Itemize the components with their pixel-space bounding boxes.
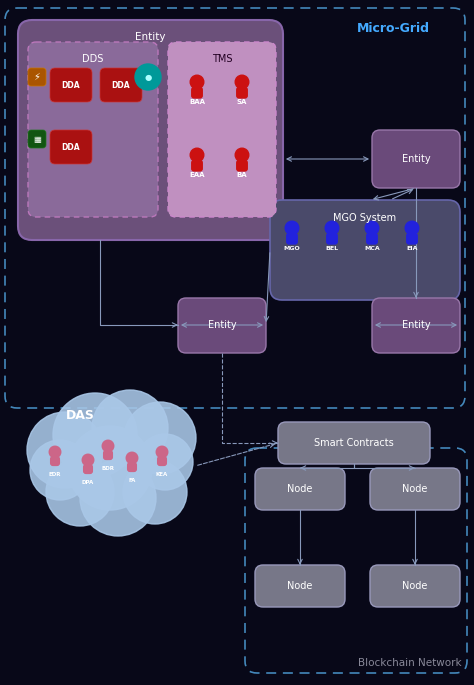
FancyBboxPatch shape — [50, 456, 60, 466]
Text: Node: Node — [402, 581, 428, 591]
Text: Entity: Entity — [401, 320, 430, 330]
Circle shape — [53, 393, 137, 477]
Text: Smart Contracts: Smart Contracts — [314, 438, 394, 448]
Text: MGO System: MGO System — [333, 213, 397, 223]
Circle shape — [30, 440, 90, 500]
Text: BEL: BEL — [326, 245, 338, 251]
Text: ●: ● — [145, 73, 152, 82]
Text: Micro-Grid: Micro-Grid — [357, 22, 430, 35]
Circle shape — [190, 148, 204, 162]
Text: DAS: DAS — [65, 409, 94, 422]
FancyBboxPatch shape — [50, 68, 92, 102]
FancyBboxPatch shape — [168, 42, 276, 217]
Text: DDS: DDS — [82, 54, 104, 64]
Text: KEA: KEA — [156, 471, 168, 477]
Circle shape — [124, 402, 196, 474]
FancyBboxPatch shape — [178, 298, 266, 353]
FancyBboxPatch shape — [157, 456, 167, 466]
Text: FA: FA — [128, 477, 136, 482]
Text: BAA: BAA — [189, 99, 205, 105]
Text: MCA: MCA — [364, 245, 380, 251]
FancyBboxPatch shape — [50, 130, 92, 164]
Circle shape — [27, 412, 103, 488]
Circle shape — [49, 446, 61, 458]
FancyBboxPatch shape — [370, 565, 460, 607]
Circle shape — [325, 221, 339, 235]
Text: Entity: Entity — [401, 154, 430, 164]
FancyBboxPatch shape — [326, 233, 338, 245]
Text: Entity: Entity — [135, 32, 165, 42]
Circle shape — [46, 458, 114, 526]
Circle shape — [102, 440, 114, 452]
FancyBboxPatch shape — [370, 468, 460, 510]
Circle shape — [92, 390, 168, 466]
Text: EIA: EIA — [406, 245, 418, 251]
FancyBboxPatch shape — [372, 130, 460, 188]
Circle shape — [235, 148, 249, 162]
Text: Node: Node — [402, 484, 428, 494]
FancyBboxPatch shape — [255, 565, 345, 607]
FancyBboxPatch shape — [406, 233, 418, 245]
FancyBboxPatch shape — [28, 130, 46, 148]
Text: DDA: DDA — [112, 81, 130, 90]
Text: ▦: ▦ — [33, 134, 41, 143]
FancyBboxPatch shape — [236, 87, 248, 99]
FancyBboxPatch shape — [255, 468, 345, 510]
FancyBboxPatch shape — [366, 233, 378, 245]
FancyBboxPatch shape — [127, 462, 137, 472]
Text: Node: Node — [287, 484, 313, 494]
FancyBboxPatch shape — [236, 160, 248, 172]
FancyBboxPatch shape — [83, 464, 93, 474]
FancyBboxPatch shape — [372, 298, 460, 353]
Circle shape — [190, 75, 204, 89]
Text: DDA: DDA — [62, 142, 80, 151]
FancyBboxPatch shape — [28, 42, 158, 217]
Text: EAA: EAA — [189, 172, 205, 178]
Text: ⚡: ⚡ — [34, 72, 40, 82]
Circle shape — [82, 454, 94, 466]
FancyBboxPatch shape — [191, 160, 203, 172]
Text: SA: SA — [237, 99, 247, 105]
Circle shape — [135, 64, 161, 90]
FancyBboxPatch shape — [191, 87, 203, 99]
Circle shape — [68, 426, 152, 510]
FancyBboxPatch shape — [18, 20, 283, 240]
Circle shape — [80, 460, 156, 536]
Text: BA: BA — [237, 172, 247, 178]
Text: Node: Node — [287, 581, 313, 591]
FancyBboxPatch shape — [100, 68, 142, 102]
Text: TMS: TMS — [212, 54, 232, 64]
Circle shape — [405, 221, 419, 235]
Text: Blockchain Network: Blockchain Network — [358, 658, 462, 668]
FancyBboxPatch shape — [103, 450, 113, 460]
Text: Entity: Entity — [208, 320, 237, 330]
Text: EDR: EDR — [49, 471, 61, 477]
Circle shape — [123, 460, 187, 524]
FancyBboxPatch shape — [278, 422, 430, 464]
Circle shape — [365, 221, 379, 235]
Circle shape — [285, 221, 299, 235]
Text: DDA: DDA — [62, 81, 80, 90]
Text: MGO: MGO — [283, 245, 301, 251]
Text: DPA: DPA — [82, 479, 94, 484]
FancyBboxPatch shape — [286, 233, 298, 245]
FancyBboxPatch shape — [270, 200, 460, 300]
Circle shape — [137, 434, 193, 490]
Circle shape — [156, 446, 168, 458]
Circle shape — [235, 75, 249, 89]
Circle shape — [126, 452, 138, 464]
Text: BDR: BDR — [101, 466, 115, 471]
FancyBboxPatch shape — [28, 68, 46, 86]
